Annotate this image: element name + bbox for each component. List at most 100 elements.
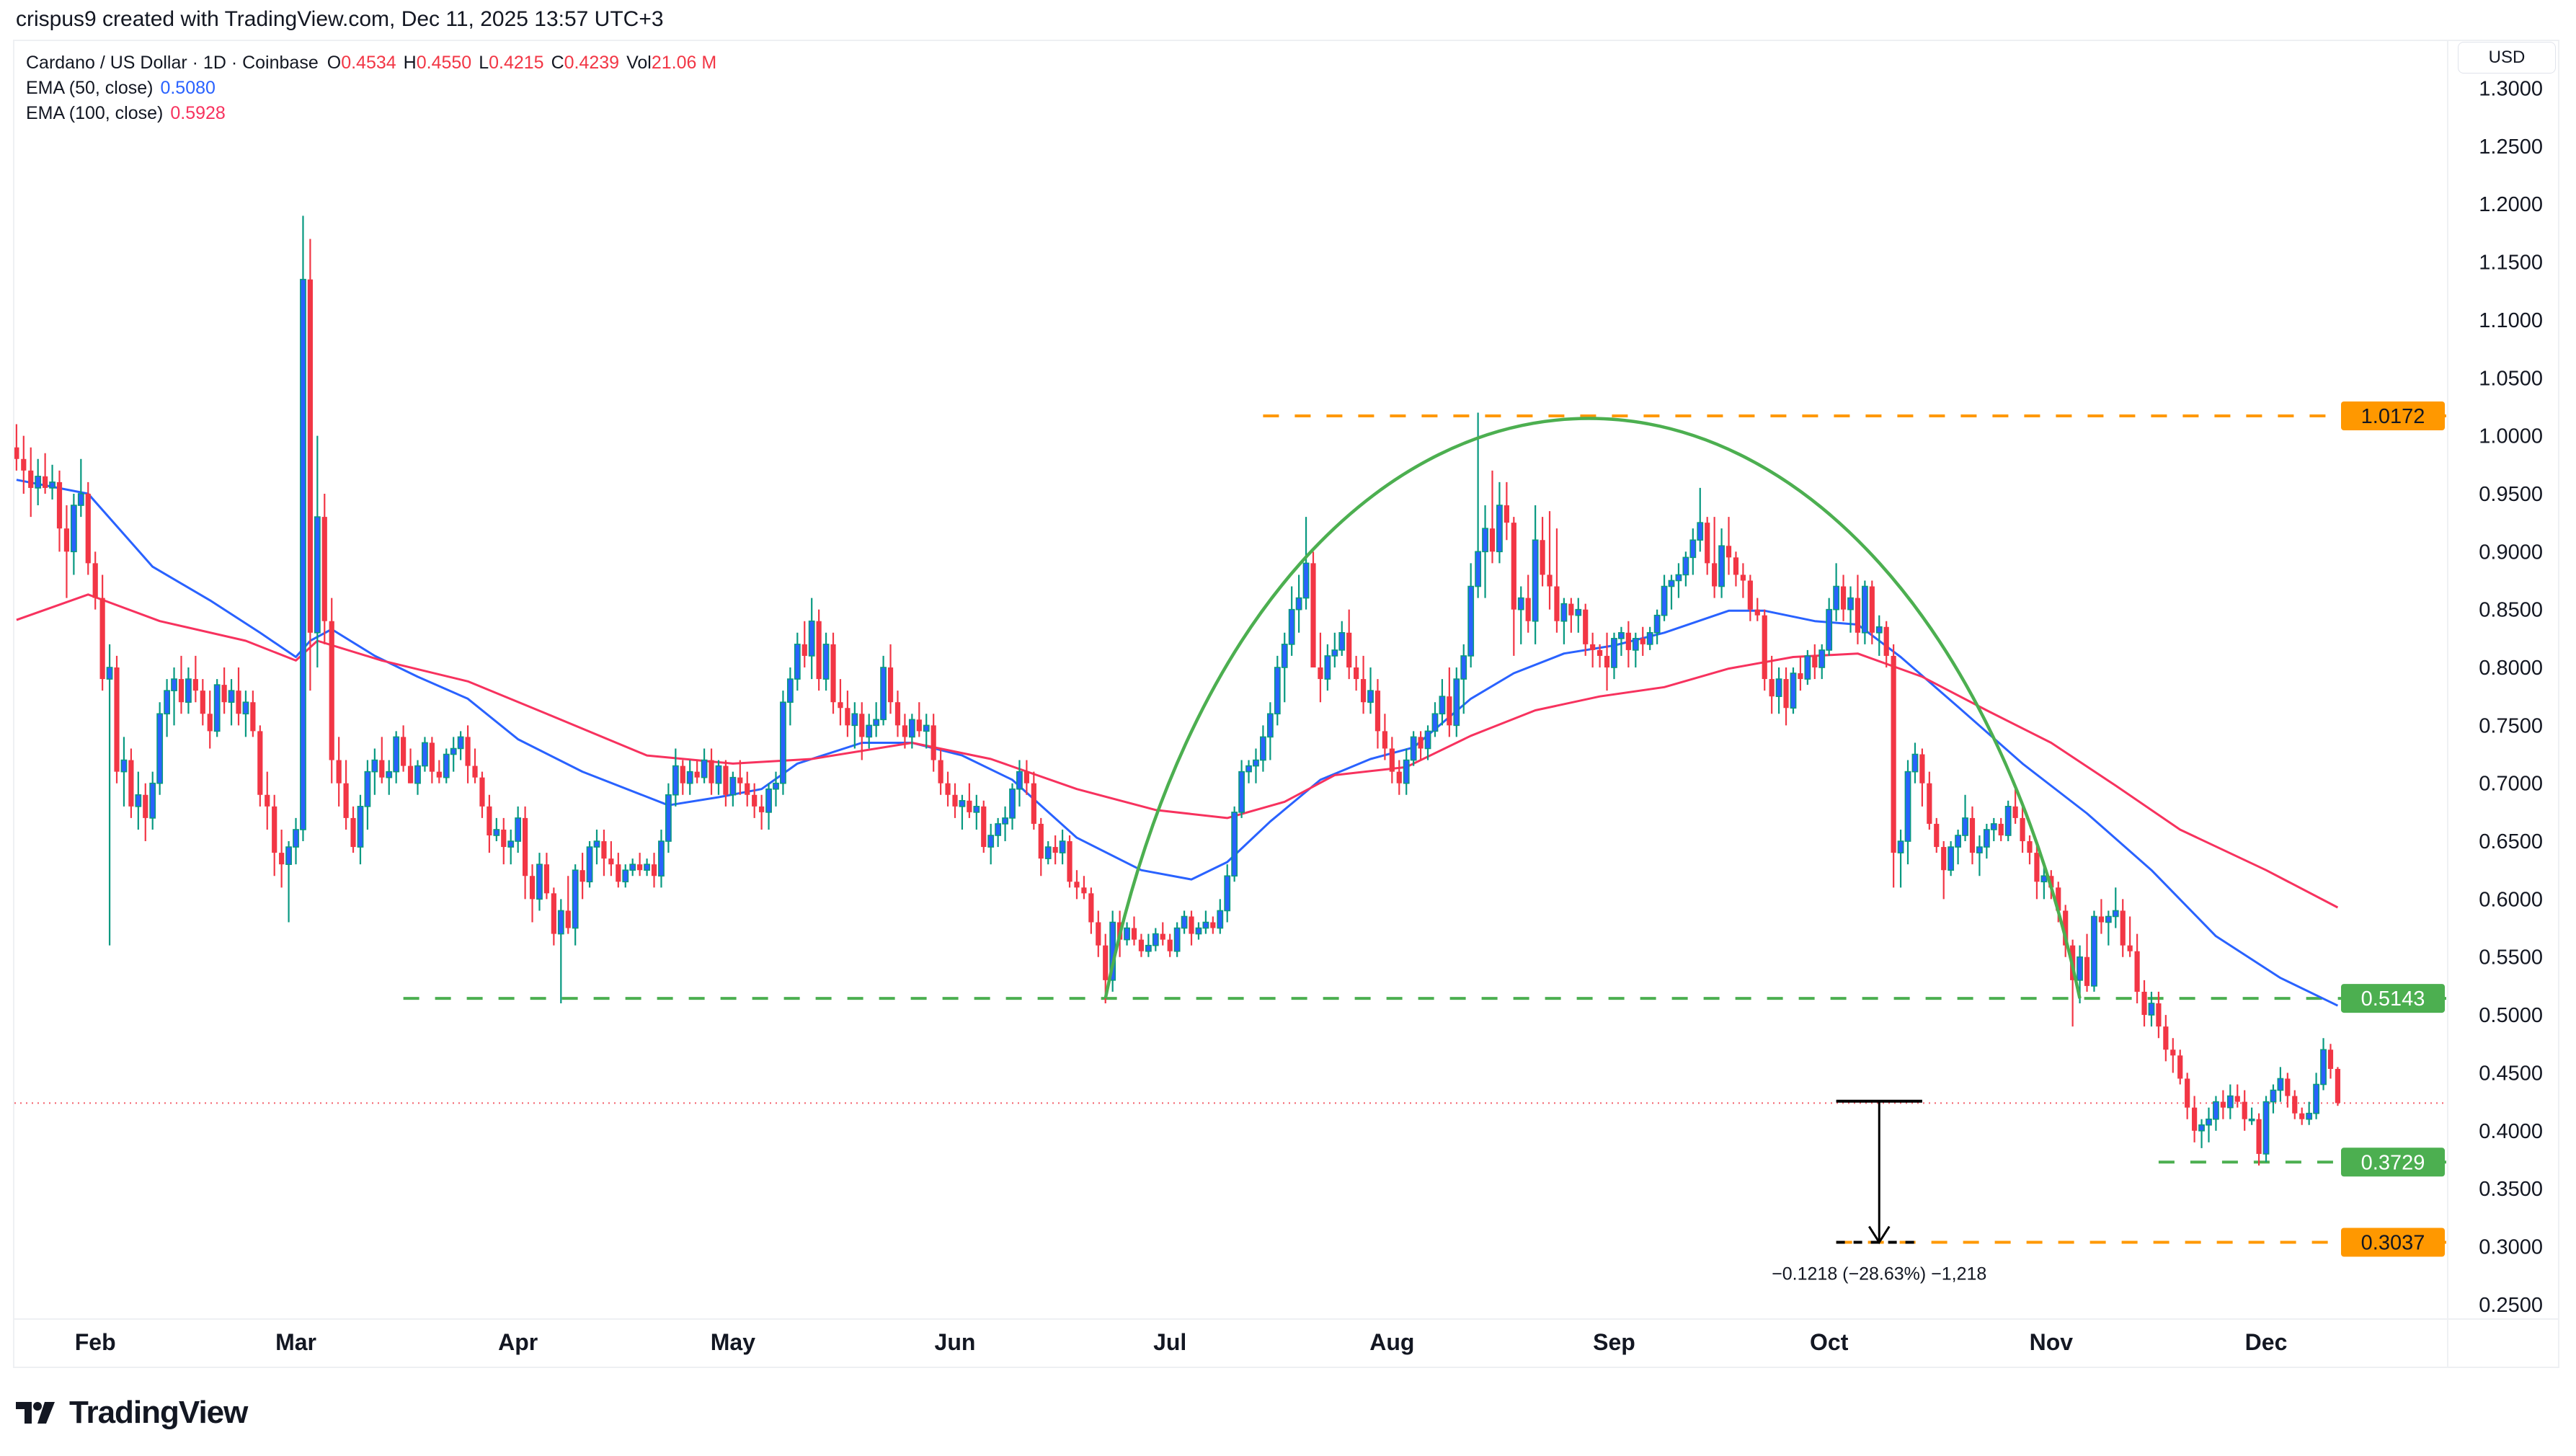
candle-body-up xyxy=(1260,736,1266,761)
candle-body-down xyxy=(343,783,349,818)
candle-body-down xyxy=(752,794,758,807)
time-axis[interactable]: Feb Mar Apr May Jun Jul Aug Sep Oct Nov Dec xyxy=(75,1329,2288,1355)
candle-body-down xyxy=(2192,1107,2198,1131)
candle-body-up xyxy=(1897,840,1904,853)
candle xyxy=(780,691,786,795)
candle xyxy=(414,760,421,795)
candle-body-down xyxy=(579,870,585,882)
candle-body-up xyxy=(371,759,378,773)
candle-body-up xyxy=(1152,933,1159,946)
candle xyxy=(1482,505,1488,598)
price-badge-label: 0.3729 xyxy=(2361,1151,2425,1174)
candle xyxy=(752,783,758,818)
candle-body-up xyxy=(2004,806,2012,836)
candle-body-down xyxy=(938,760,943,784)
candle-body-up xyxy=(414,765,421,784)
candle xyxy=(2027,835,2033,865)
candle-body-up xyxy=(1990,823,1997,830)
candle xyxy=(2012,789,2018,824)
candle xyxy=(1897,829,1904,888)
candle-body-down xyxy=(2027,841,2033,853)
ema50-legend[interactable]: EMA (50, close) 0.5080 xyxy=(26,76,724,101)
ema100-line xyxy=(16,593,2339,909)
candle-body-up xyxy=(106,667,113,680)
candle xyxy=(579,853,585,900)
candle xyxy=(1453,667,1460,737)
candle-body-down xyxy=(85,493,91,564)
ema100-legend[interactable]: EMA (100, close) 0.5928 xyxy=(26,101,724,126)
candle-body-up xyxy=(765,788,772,813)
candle xyxy=(357,794,364,865)
measure-tool[interactable] xyxy=(1836,1099,1922,1245)
candle-body-up xyxy=(185,678,192,703)
symbol-title[interactable]: Cardano / US Dollar · 1D · Coinbase xyxy=(26,53,319,73)
candle xyxy=(1274,655,1281,726)
candle xyxy=(2127,916,2133,957)
candle xyxy=(213,679,221,737)
candle-body-down xyxy=(2120,910,2126,946)
price-badge-bg xyxy=(2341,984,2445,1013)
candle-body-up xyxy=(1611,638,1617,668)
candle xyxy=(1747,574,1753,621)
candle xyxy=(1511,517,1516,656)
candle xyxy=(1947,841,1955,876)
candle xyxy=(1152,928,1159,951)
candle xyxy=(1554,528,1560,633)
candle-body-up xyxy=(1439,696,1446,715)
arc-curve[interactable] xyxy=(1103,417,2082,999)
candle xyxy=(257,725,263,807)
candle xyxy=(1855,574,1861,644)
candle-body-down xyxy=(1131,928,1137,940)
candle xyxy=(1310,551,1316,668)
price-tick-label: 1.2000 xyxy=(2479,193,2543,216)
candle-body-down xyxy=(2234,1096,2240,1102)
candle-body-down xyxy=(1625,632,1631,650)
candle xyxy=(1618,626,1625,656)
candle xyxy=(1002,806,1008,842)
candle-body-down xyxy=(1525,598,1531,621)
candle-body-down xyxy=(1052,847,1058,853)
candle xyxy=(1489,470,1496,564)
candle xyxy=(1661,574,1668,621)
candle xyxy=(729,771,737,807)
candle xyxy=(2320,1038,2327,1091)
candle-body-down xyxy=(1346,632,1352,668)
candle-body-up xyxy=(164,690,170,715)
candle-body-down xyxy=(723,765,729,795)
candle-body-up xyxy=(973,806,980,813)
tradingview-logo[interactable]: TradingView xyxy=(16,1395,248,1431)
candle xyxy=(2170,1038,2176,1073)
rounded-top-arc[interactable] xyxy=(1103,417,2082,999)
candle-body-down xyxy=(651,864,657,876)
candle xyxy=(1431,702,1439,737)
currency-button[interactable]: USD xyxy=(2458,42,2556,74)
candle xyxy=(616,853,621,888)
candle xyxy=(2198,1119,2205,1148)
candle xyxy=(1790,667,1797,714)
candle xyxy=(393,731,400,784)
candle-body-down xyxy=(745,783,750,795)
price-badges: 1.0172 0.5143 0.3729 0.3037 xyxy=(2341,401,2445,1257)
price-badge: 0.3729 xyxy=(2341,1148,2445,1177)
candle xyxy=(2177,1049,2183,1085)
candle-body-down xyxy=(1310,563,1316,668)
candle xyxy=(185,667,192,714)
candle-body-up xyxy=(672,765,679,796)
candle xyxy=(1611,632,1617,680)
candle xyxy=(307,239,313,691)
candle xyxy=(1998,817,2004,842)
candle-body-down xyxy=(967,800,972,812)
candle-body-down xyxy=(1360,679,1367,703)
candle-body-up xyxy=(1955,835,1961,848)
candle xyxy=(622,864,629,888)
candle xyxy=(1009,783,1016,830)
symbol-row[interactable]: Cardano / US Dollar · 1D · Coinbase O0.45… xyxy=(26,50,724,76)
candle xyxy=(1775,667,1782,714)
price-axis[interactable]: 0.2500 0.3000 0.3500 0.4000 0.4500 0.5000 0.55… xyxy=(2479,78,2543,1317)
candle-body-up xyxy=(808,620,815,657)
candle xyxy=(1640,626,1645,656)
candle xyxy=(300,216,306,842)
candle xyxy=(250,691,256,737)
low-value: 0.4215 xyxy=(489,53,544,73)
